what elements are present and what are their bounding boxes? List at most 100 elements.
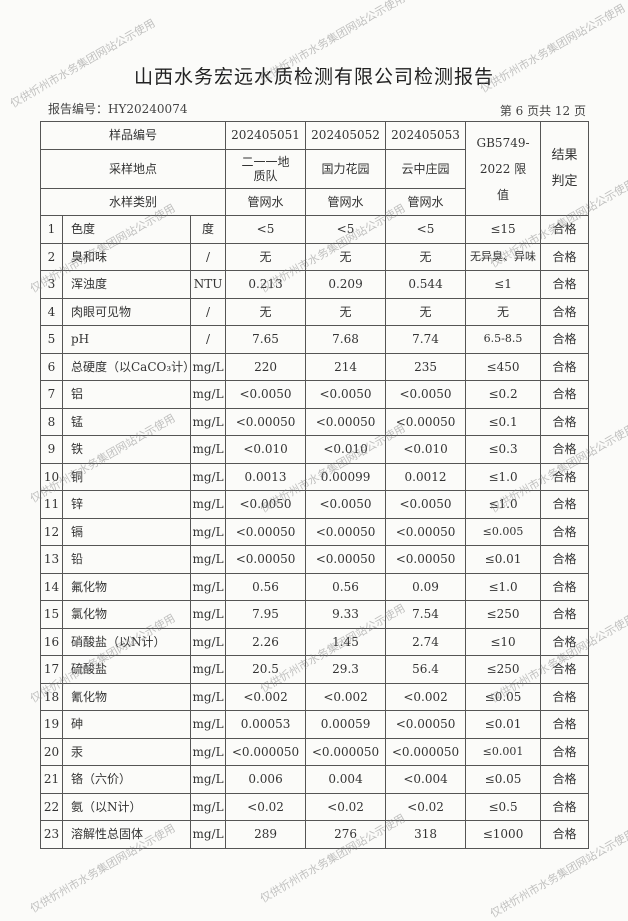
limit: ≤0.1	[465, 407, 542, 436]
limit: ≤1.0	[465, 490, 542, 519]
table-row: 11 锌 mg/L <0.0050 <0.0050 <0.0050 ≤1.0 合格	[40, 490, 590, 519]
limit: ≤1	[465, 270, 542, 299]
value: 无	[305, 297, 387, 326]
table-row: 13 铅 mg/L <0.00050 <0.00050 <0.00050 ≤0.01 合格	[40, 545, 590, 574]
value: 7.65	[225, 325, 307, 354]
item-name: 臭和味	[62, 242, 191, 271]
table-row: 7 铝 mg/L <0.0050 <0.0050 <0.0050 ≤0.2 合格	[40, 380, 590, 409]
location-label: 采样地点	[39, 148, 227, 189]
row-number: 14	[40, 572, 63, 601]
limit: 无	[465, 297, 542, 326]
report-title: 山西水务宏远水质检测有限公司检测报告	[133, 66, 494, 88]
limit: ≤0.01	[465, 545, 542, 574]
value: 220	[225, 352, 307, 381]
limit: ≤250	[465, 600, 542, 629]
result: 合格	[540, 600, 590, 629]
row-number: 9	[40, 435, 63, 464]
result: 合格	[540, 490, 590, 519]
value: 无	[225, 242, 307, 271]
unit: mg/L	[189, 517, 227, 546]
report-number: 报告编号：HY20240074	[48, 102, 188, 116]
sample-no: 202405051	[225, 121, 307, 150]
type-row: 水样类别 管网水 管网水 管网水	[39, 187, 589, 216]
unit: mg/L	[189, 380, 227, 409]
limit: ≤1.0	[465, 572, 542, 601]
row-number: 17	[40, 655, 63, 684]
result: 合格	[540, 737, 590, 766]
item-name: 氟化物	[62, 572, 191, 601]
result: 合格	[540, 352, 590, 381]
result: 合格	[540, 462, 590, 491]
limit: 6.5-8.5	[465, 325, 542, 354]
unit: mg/L	[189, 737, 227, 766]
sample-type: 管网水	[225, 187, 307, 216]
value: 0.004	[305, 765, 387, 794]
value: <0.0050	[385, 380, 467, 409]
value: 2.26	[225, 627, 307, 656]
item-name: 铁	[62, 435, 191, 464]
value: 0.213	[225, 270, 307, 299]
value: <0.00050	[305, 407, 387, 436]
value: 0.0013	[225, 462, 307, 491]
table-row: 6 总硬度（以CaCO₃计） mg/L 220 214 235 ≤450 合格	[40, 352, 590, 381]
result: 合格	[540, 820, 590, 849]
unit: mg/L	[189, 490, 227, 519]
value: <0.002	[305, 682, 387, 711]
unit: mg/L	[189, 820, 227, 849]
row-number: 11	[40, 490, 63, 519]
result: 合格	[540, 655, 590, 684]
table-row: 10 铜 mg/L 0.0013 0.00099 0.0012 ≤1.0 合格	[40, 462, 590, 491]
value: <0.00050	[225, 407, 307, 436]
unit: mg/L	[189, 572, 227, 601]
result: 合格	[540, 682, 590, 711]
row-number: 22	[40, 792, 63, 821]
unit: mg/L	[189, 545, 227, 574]
item-name: 镉	[62, 517, 191, 546]
value: 2.74	[385, 627, 467, 656]
sample-no: 202405052	[305, 121, 387, 150]
result-header: 结果判定	[540, 121, 590, 216]
value: <0.00050	[385, 517, 467, 546]
result: 合格	[540, 765, 590, 794]
value: <0.0050	[305, 490, 387, 519]
row-number: 7	[40, 380, 63, 409]
value: 7.54	[385, 600, 467, 629]
result: 合格	[540, 792, 590, 821]
row-number: 2	[40, 242, 63, 271]
row-number: 10	[40, 462, 63, 491]
table-row: 5 pH/7.65 7.68 7.74 6.5-8.5 合格	[40, 325, 590, 354]
item-name: 浑浊度	[62, 270, 191, 299]
result: 合格	[540, 297, 590, 326]
value: 0.56	[225, 572, 307, 601]
table-row: 20 汞 mg/L <0.000050 <0.000050 <0.000050 ≤0.001…	[40, 737, 590, 766]
value: <0.000050	[225, 737, 307, 766]
value: <0.000050	[385, 737, 467, 766]
value: 无	[225, 297, 307, 326]
item-name: 硝酸盐（以N计）	[62, 627, 191, 656]
result: 合格	[540, 270, 590, 299]
value: <0.004	[385, 765, 467, 794]
value: 0.09	[385, 572, 467, 601]
results-table: 样品编号 202405051 202405052 202405053 GB574…	[39, 121, 590, 849]
result: 合格	[540, 572, 590, 601]
item-name: 锌	[62, 490, 191, 519]
limit: ≤0.001	[465, 737, 542, 766]
result: 合格	[540, 325, 590, 354]
row-number: 23	[40, 820, 63, 849]
item-name: 溶解性总固体	[62, 820, 191, 849]
unit: /	[189, 297, 227, 326]
unit: mg/L	[189, 792, 227, 821]
unit: mg/L	[189, 600, 227, 629]
table-row: 22 氨（以N计） mg/L <0.02 <0.02 <0.02 ≤0.5 合格	[40, 792, 590, 821]
limit: ≤0.5	[465, 792, 542, 821]
row-number: 20	[40, 737, 63, 766]
result: 合格	[540, 710, 590, 739]
table-row: 12 镉 mg/L <0.00050 <0.00050 <0.00050 ≤0.005 合格	[40, 517, 590, 546]
value: <0.000050	[305, 737, 387, 766]
limit: ≤0.3	[465, 435, 542, 464]
item-name: 氯化物	[62, 600, 191, 629]
item-name: 氰化物	[62, 682, 191, 711]
sample-type: 管网水	[385, 187, 467, 216]
value: 235	[385, 352, 467, 381]
value: 0.00059	[305, 710, 387, 739]
